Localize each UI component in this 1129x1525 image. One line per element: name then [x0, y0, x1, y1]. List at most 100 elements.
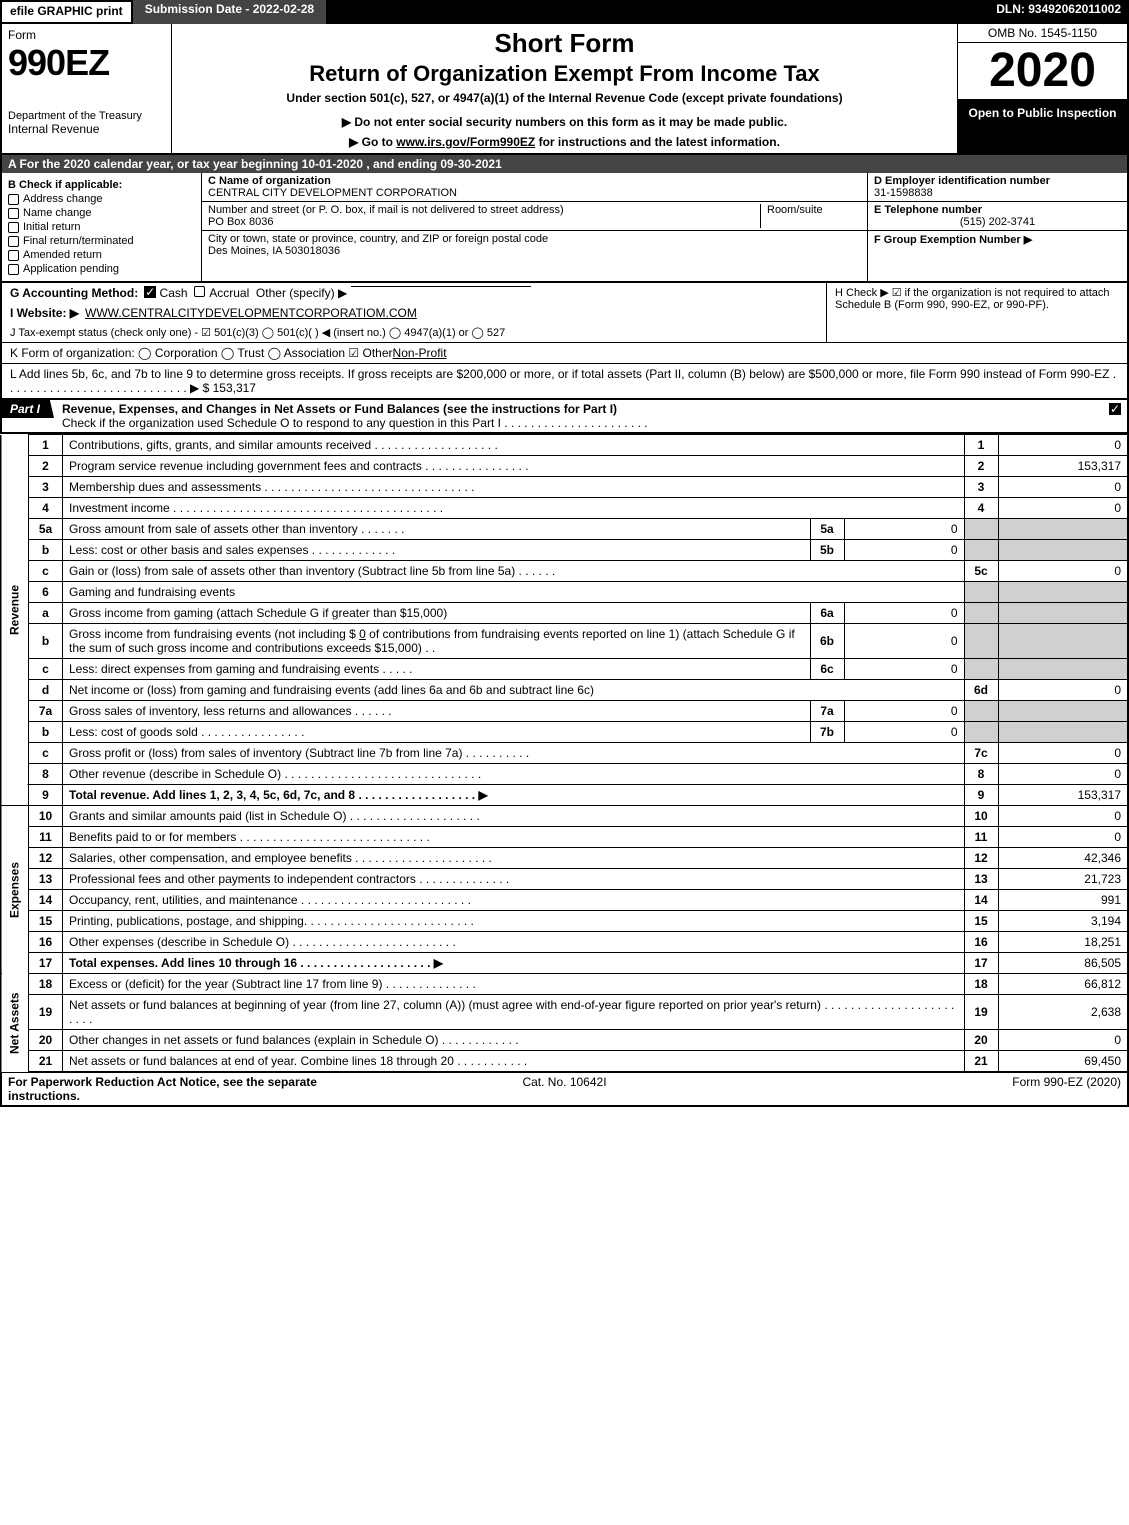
l1-rnum: 1: [964, 435, 998, 456]
header-right: OMB No. 1545-1150 2020 Open to Public In…: [957, 24, 1127, 153]
phone-value: (515) 202-3741: [874, 216, 1121, 228]
ssn-notice: ▶ Do not enter social security numbers o…: [178, 115, 951, 129]
l3-rnum: 3: [964, 477, 998, 498]
l7c-rnum: 7c: [964, 743, 998, 764]
section-d: D Employer identification number 31-1598…: [868, 173, 1127, 202]
goto-link[interactable]: www.irs.gov/Form990EZ: [396, 135, 535, 149]
d-label: D Employer identification number: [874, 175, 1050, 187]
l21-desc: Net assets or fund balances at end of ye…: [63, 1051, 965, 1072]
l19-num: 19: [29, 995, 63, 1030]
efile-label: efile GRAPHIC print: [0, 0, 133, 24]
side-revenue: Revenue: [1, 435, 29, 785]
dept-treasury: Department of the Treasury: [8, 110, 165, 122]
goto-suffix: for instructions and the latest informat…: [535, 135, 780, 149]
h-text: H Check ▶ ☑ if the organization is not r…: [835, 287, 1110, 311]
l6c-num: c: [29, 659, 63, 680]
l12-val: 42,346: [998, 848, 1128, 869]
l7b-shade1: [964, 722, 998, 743]
l7b-shade2: [998, 722, 1128, 743]
l9-num: 9: [29, 785, 63, 806]
l7b-num: b: [29, 722, 63, 743]
l17-num: 17: [29, 953, 63, 974]
l2-desc: Program service revenue including govern…: [63, 456, 965, 477]
l6a-shade2: [998, 603, 1128, 624]
side-expenses: Expenses: [1, 806, 29, 974]
chk-application-pending[interactable]: Application pending: [8, 263, 195, 275]
top-bar: efile GRAPHIC print Submission Date - 20…: [0, 0, 1129, 24]
l7b-sn: 7b: [810, 722, 844, 743]
l6b-desc: Gross income from fundraising events (no…: [63, 624, 811, 659]
l9-desc: Total revenue. Add lines 1, 2, 3, 4, 5c,…: [63, 785, 965, 806]
addr-label: Number and street (or P. O. box, if mail…: [208, 204, 564, 216]
l16-val: 18,251: [998, 932, 1128, 953]
l8-desc: Other revenue (describe in Schedule O) .…: [63, 764, 965, 785]
l17-desc: Total expenses. Add lines 10 through 16 …: [63, 953, 965, 974]
bottom-bar: For Paperwork Reduction Act Notice, see …: [0, 1072, 1129, 1107]
opt-address-change: Address change: [23, 193, 103, 205]
l10-val: 0: [998, 806, 1128, 827]
l1-val: 0: [998, 435, 1128, 456]
l20-desc: Other changes in net assets or fund bala…: [63, 1030, 965, 1051]
city-value: Des Moines, IA 503018036: [208, 245, 340, 257]
topbar-spacer: [328, 0, 988, 24]
l5a-shade1: [964, 519, 998, 540]
l20-rnum: 20: [964, 1030, 998, 1051]
l18-val: 66,812: [998, 974, 1128, 995]
section-def: D Employer identification number 31-1598…: [867, 173, 1127, 281]
l7c-desc: Gross profit or (loss) from sales of inv…: [63, 743, 965, 764]
i-label: I Website: ▶: [10, 306, 79, 320]
opt-application-pending: Application pending: [23, 263, 119, 275]
goto-prefix: ▶ Go to: [349, 135, 396, 149]
section-f: F Group Exemption Number ▶: [868, 231, 1127, 281]
entity-info: B Check if applicable: Address change Na…: [0, 173, 1129, 283]
chk-name-change[interactable]: Name change: [8, 207, 195, 219]
chk-amended-return[interactable]: Amended return: [8, 249, 195, 261]
chk-initial-return[interactable]: Initial return: [8, 221, 195, 233]
opt-initial-return: Initial return: [23, 221, 80, 233]
l7a-shade2: [998, 701, 1128, 722]
l8-val: 0: [998, 764, 1128, 785]
f-label: F Group Exemption Number ▶: [874, 234, 1032, 246]
j-text: J Tax-exempt status (check only one) - ☑…: [10, 326, 505, 339]
city-cell: City or town, state or province, country…: [202, 231, 867, 259]
l13-rnum: 13: [964, 869, 998, 890]
l5b-desc: Less: cost or other basis and sales expe…: [63, 540, 811, 561]
short-form-title: Short Form: [178, 28, 951, 59]
chk-accrual[interactable]: [194, 286, 205, 297]
l6c-shade2: [998, 659, 1128, 680]
l1-desc: Contributions, gifts, grants, and simila…: [63, 435, 965, 456]
section-i: I Website: ▶ WWW.CENTRALCITYDEVELOPMENTC…: [2, 303, 826, 323]
misc-sections: G Accounting Method: Cash Accrual Other …: [0, 283, 1129, 400]
l5c-desc: Gain or (loss) from sale of assets other…: [63, 561, 965, 582]
chk-cash[interactable]: [144, 286, 156, 298]
l7a-desc: Gross sales of inventory, less returns a…: [63, 701, 811, 722]
form-header: Form 990EZ Department of the Treasury In…: [0, 24, 1129, 155]
l10-num: 10: [29, 806, 63, 827]
l16-rnum: 16: [964, 932, 998, 953]
l13-desc: Professional fees and other payments to …: [63, 869, 965, 890]
website-url: WWW.CENTRALCITYDEVELOPMENTCORPORATIOM.CO…: [85, 306, 417, 320]
chk-final-return[interactable]: Final return/terminated: [8, 235, 195, 247]
l7c-num: c: [29, 743, 63, 764]
l18-desc: Excess or (deficit) for the year (Subtra…: [63, 974, 965, 995]
dln-label: DLN: 93492062011002: [988, 0, 1129, 24]
opt-name-change: Name change: [23, 207, 92, 219]
l21-num: 21: [29, 1051, 63, 1072]
l6a-shade1: [964, 603, 998, 624]
chk-schedule-o[interactable]: [1109, 403, 1121, 415]
chk-address-change[interactable]: Address change: [8, 193, 195, 205]
l3-num: 3: [29, 477, 63, 498]
l4-num: 4: [29, 498, 63, 519]
section-e: E Telephone number (515) 202-3741: [868, 202, 1127, 231]
part1-header: Part I Revenue, Expenses, and Changes in…: [0, 400, 1129, 434]
l15-num: 15: [29, 911, 63, 932]
l4-val: 0: [998, 498, 1128, 519]
l11-desc: Benefits paid to or for members . . . . …: [63, 827, 965, 848]
l7a-sn: 7a: [810, 701, 844, 722]
opt-amended-return: Amended return: [23, 249, 102, 261]
part1-title: Revenue, Expenses, and Changes in Net As…: [62, 402, 617, 416]
l5a-sv: 0: [844, 519, 964, 540]
l5b-num: b: [29, 540, 63, 561]
section-k: K Form of organization: ◯ Corporation ◯ …: [2, 342, 1127, 363]
goto-link-row: ▶ Go to www.irs.gov/Form990EZ for instru…: [178, 135, 951, 149]
